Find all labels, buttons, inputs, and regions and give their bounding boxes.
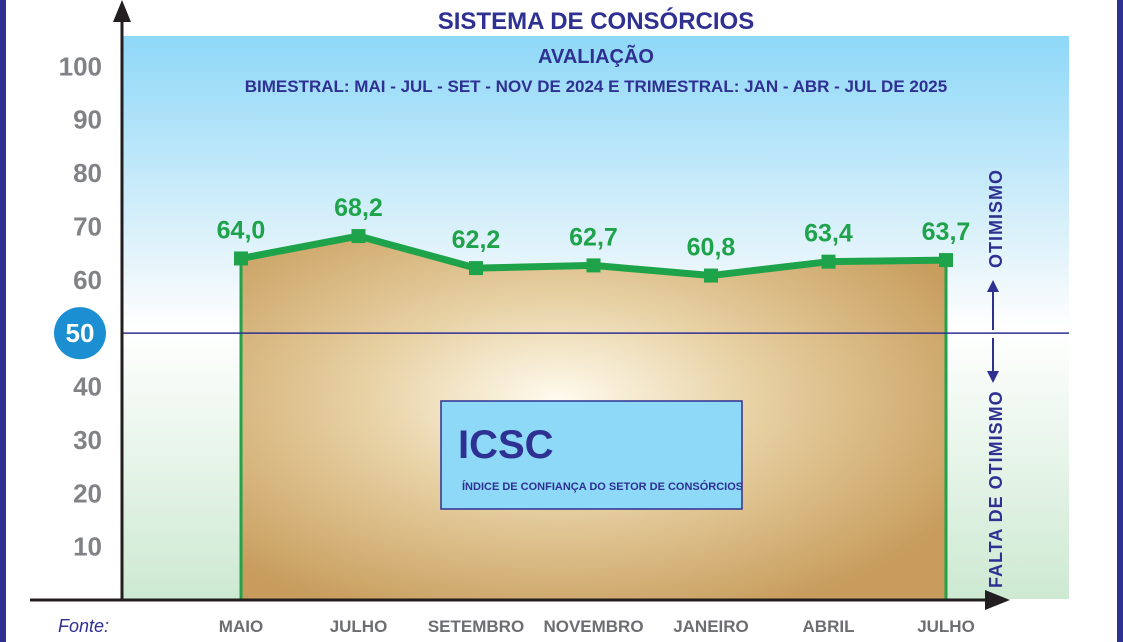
data-value-label: 62,7 [569,223,618,251]
data-value-label: 62,2 [452,226,501,254]
optimism-label: OTIMISMO [986,169,1006,268]
data-markers [234,229,953,283]
reference-badge-label: 50 [66,318,95,348]
x-tick-label: SETEMBRO [428,617,524,636]
data-labels: 64,0 68,2 62,2 62,7 60,8 63,4 63,7 [217,194,971,261]
data-value-label: 64,0 [217,216,266,244]
y-tick-labels: 10 20 30 40 60 70 80 90 100 [59,51,102,561]
x-tick-labels: MAIO JULHO SETEMBRO NOVEMBRO JANEIRO ABRIL JUL… [219,617,975,636]
y-tick-label: 40 [73,372,102,402]
data-point-marker [821,254,836,269]
data-point-marker [469,261,483,276]
data-point-marker [704,268,718,283]
y-tick-label: 90 [73,105,102,135]
chart-title: SISTEMA DE CONSÓRCIOS [438,7,754,35]
left-frame-border [0,0,6,642]
data-value-label: 63,4 [804,220,853,248]
x-tick-label: MAIO [219,617,263,636]
lack-of-optimism-label: FALTA DE OTIMISMO [986,390,1006,588]
right-frame-border [1117,0,1123,642]
source-label: Fonte: [58,616,109,636]
y-tick-label: 30 [73,425,102,455]
optimism-arrow-up-head [987,280,999,292]
x-tick-label: NOVEMBRO [543,617,643,636]
x-tick-label: JANEIRO [673,617,749,636]
data-point-marker [234,251,248,266]
x-axis-arrow [985,590,1010,610]
data-point-marker [351,229,366,244]
x-tick-label: JULHO [917,617,975,636]
data-point-marker [939,253,953,268]
y-tick-label: 60 [73,265,102,295]
data-value-label: 60,8 [687,234,736,262]
x-tick-label: JULHO [330,617,388,636]
y-tick-label: 20 [73,478,102,508]
data-value-label: 68,2 [334,194,383,222]
y-tick-label: 70 [73,211,102,241]
icsc-box-title: ICSC [458,423,554,467]
chart-subtitle: AVALIAÇÃO [538,45,654,68]
reference-badge [54,307,106,360]
icsc-box-description: ÍNDICE DE CONFIANÇA DO SETOR DE CONSÓRCI… [462,480,743,493]
data-value-label: 63,7 [922,218,971,246]
data-point-marker [586,258,601,273]
y-axis-arrow [113,0,131,22]
chart-period-subtitle: BIMESTRAL: MAI - JUL - SET - NOV DE 2024… [245,77,947,96]
y-tick-label: 100 [59,51,102,81]
optimism-arrow-down-head [987,371,999,383]
y-tick-label: 80 [73,158,102,188]
x-tick-label: ABRIL [803,617,855,636]
y-tick-label: 10 [73,532,102,562]
icsc-box [440,400,743,510]
